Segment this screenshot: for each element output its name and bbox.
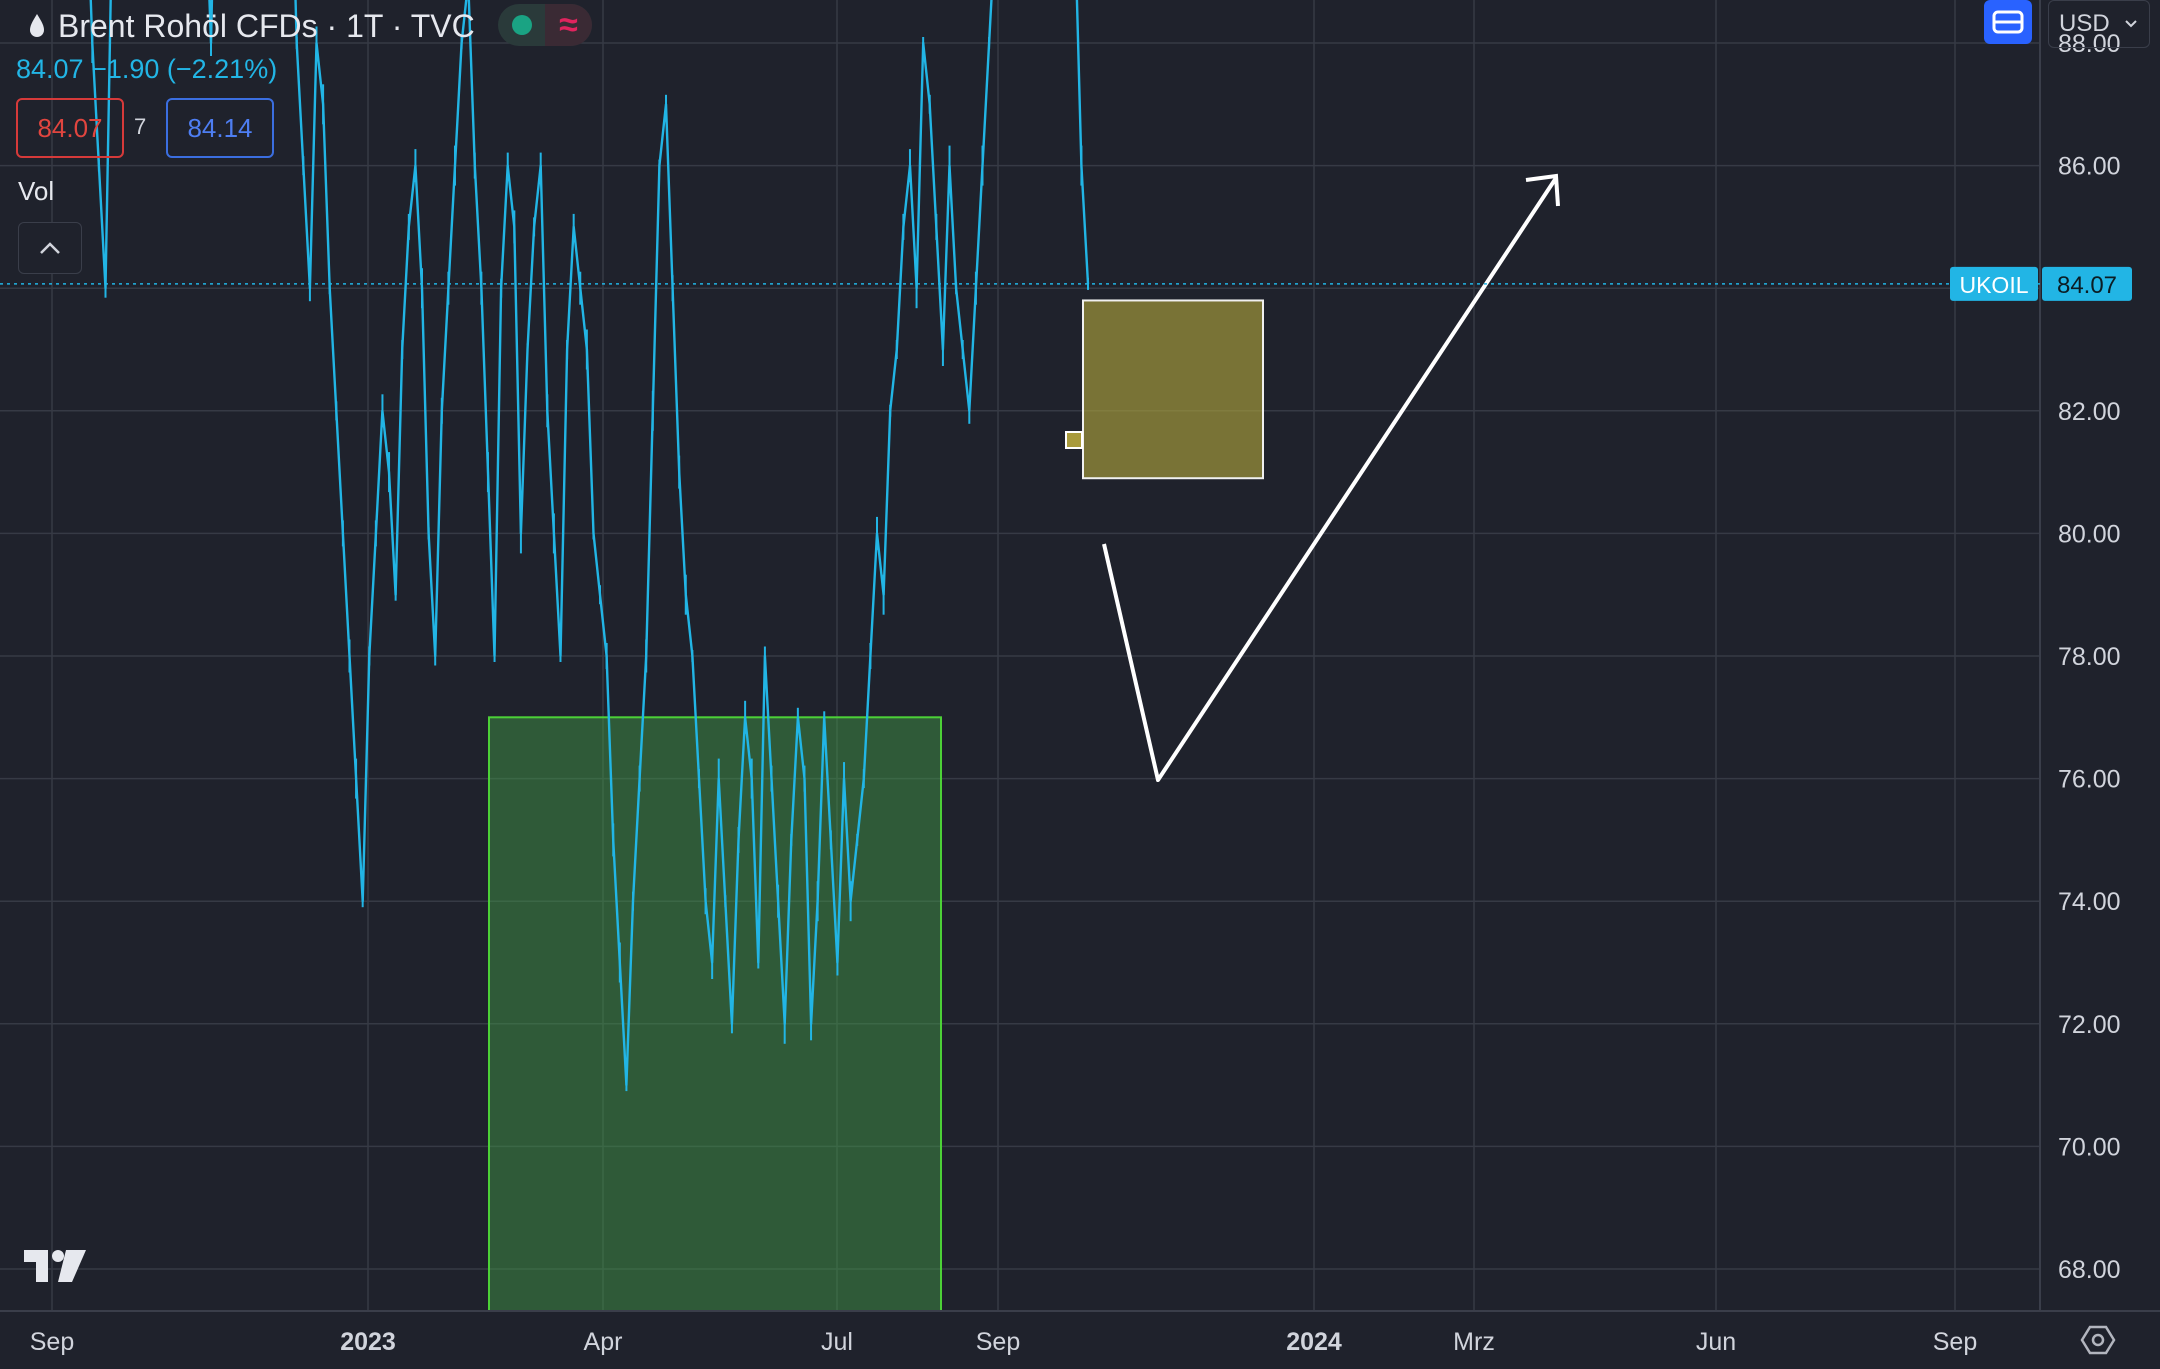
layout-button[interactable] xyxy=(1984,0,2032,44)
tradingview-logo[interactable] xyxy=(22,1246,88,1288)
price-line xyxy=(89,0,1090,1087)
symbol-legend[interactable]: Brent Rohöl CFDs · 1T · TVC xyxy=(26,4,475,48)
settings-icon[interactable] xyxy=(2080,1322,2116,1358)
y-tick-label: 82.00 xyxy=(2058,398,2121,426)
y-tick-label: 70.00 xyxy=(2058,1133,2121,1161)
y-tick-label: 88.00 xyxy=(2058,30,2121,58)
chevron-up-icon xyxy=(40,242,60,254)
x-tick-label: 2024 xyxy=(1286,1328,1342,1356)
chart-zones xyxy=(488,299,1264,1312)
price-change: 84.07 −1.90 (−2.21%) xyxy=(16,54,278,84)
wave-icon: ≈ xyxy=(545,4,592,46)
volume-indicator-label[interactable]: Vol xyxy=(18,176,55,206)
y-tick-label: 76.00 xyxy=(2058,766,2121,794)
market-status-pill[interactable]: ≈ xyxy=(498,4,592,46)
x-tick-label: Sep xyxy=(30,1328,74,1356)
forecast-arrow xyxy=(1102,176,1558,782)
symbol-tag xyxy=(1950,266,2038,301)
y-tick-label: 68.00 xyxy=(2058,1256,2121,1284)
sell-price-button[interactable]: 84.07 xyxy=(16,98,124,158)
y-tick-label: 80.00 xyxy=(2058,520,2121,548)
x-tick-label: Jul xyxy=(821,1328,853,1356)
chevron-down-icon xyxy=(2125,20,2137,28)
x-tick-label: Sep xyxy=(1933,1328,1977,1356)
symbol-tag-label: UKOIL xyxy=(1959,272,2028,298)
x-tick-label: Sep xyxy=(976,1328,1020,1356)
x-tick-label: Mrz xyxy=(1453,1328,1495,1356)
price-axis: 68.00 70.00 72.00 74.00 76.00 78.00 80.00 82.00… xyxy=(2058,30,2121,1284)
y-tick-label: 74.00 xyxy=(2058,888,2121,916)
last-price-label: 84.07 xyxy=(2057,272,2117,299)
zone-green xyxy=(488,716,942,1312)
last-price-tag xyxy=(2042,266,2132,301)
x-tick-label: Jun xyxy=(1696,1328,1736,1356)
chart-arrows xyxy=(1102,173,1560,782)
symbol-title: Brent Rohöl CFDs · 1T · TVC xyxy=(58,7,475,44)
zone-marker xyxy=(1065,431,1083,449)
arrow-head xyxy=(1525,173,1560,207)
y-tick-label: 78.00 xyxy=(2058,643,2121,671)
price-series xyxy=(89,0,1090,1092)
currency-select[interactable]: USD xyxy=(2048,0,2150,48)
collapse-indicator-button[interactable] xyxy=(18,222,82,274)
oil-drop-icon xyxy=(30,14,44,37)
spread-value: 7 xyxy=(134,114,147,139)
buy-price-button[interactable]: 84.14 xyxy=(166,98,274,158)
last-price-marker: UKOIL 84.07 xyxy=(0,266,2132,301)
y-tick-label: 86.00 xyxy=(2058,153,2121,181)
x-tick-label: Apr xyxy=(584,1328,623,1356)
market-open-dot-icon xyxy=(511,15,532,35)
zone-olive xyxy=(1082,299,1264,480)
chart-grid xyxy=(0,0,2040,1311)
y-tick-label: 72.00 xyxy=(2058,1011,2121,1039)
currency-label: USD xyxy=(2059,10,2110,37)
time-axis: Sep 2023 Apr Jul Sep 2024 Mrz Jun Sep xyxy=(30,1328,1977,1356)
layout-icon xyxy=(1992,10,2024,34)
x-tick-label: 2023 xyxy=(340,1328,396,1356)
